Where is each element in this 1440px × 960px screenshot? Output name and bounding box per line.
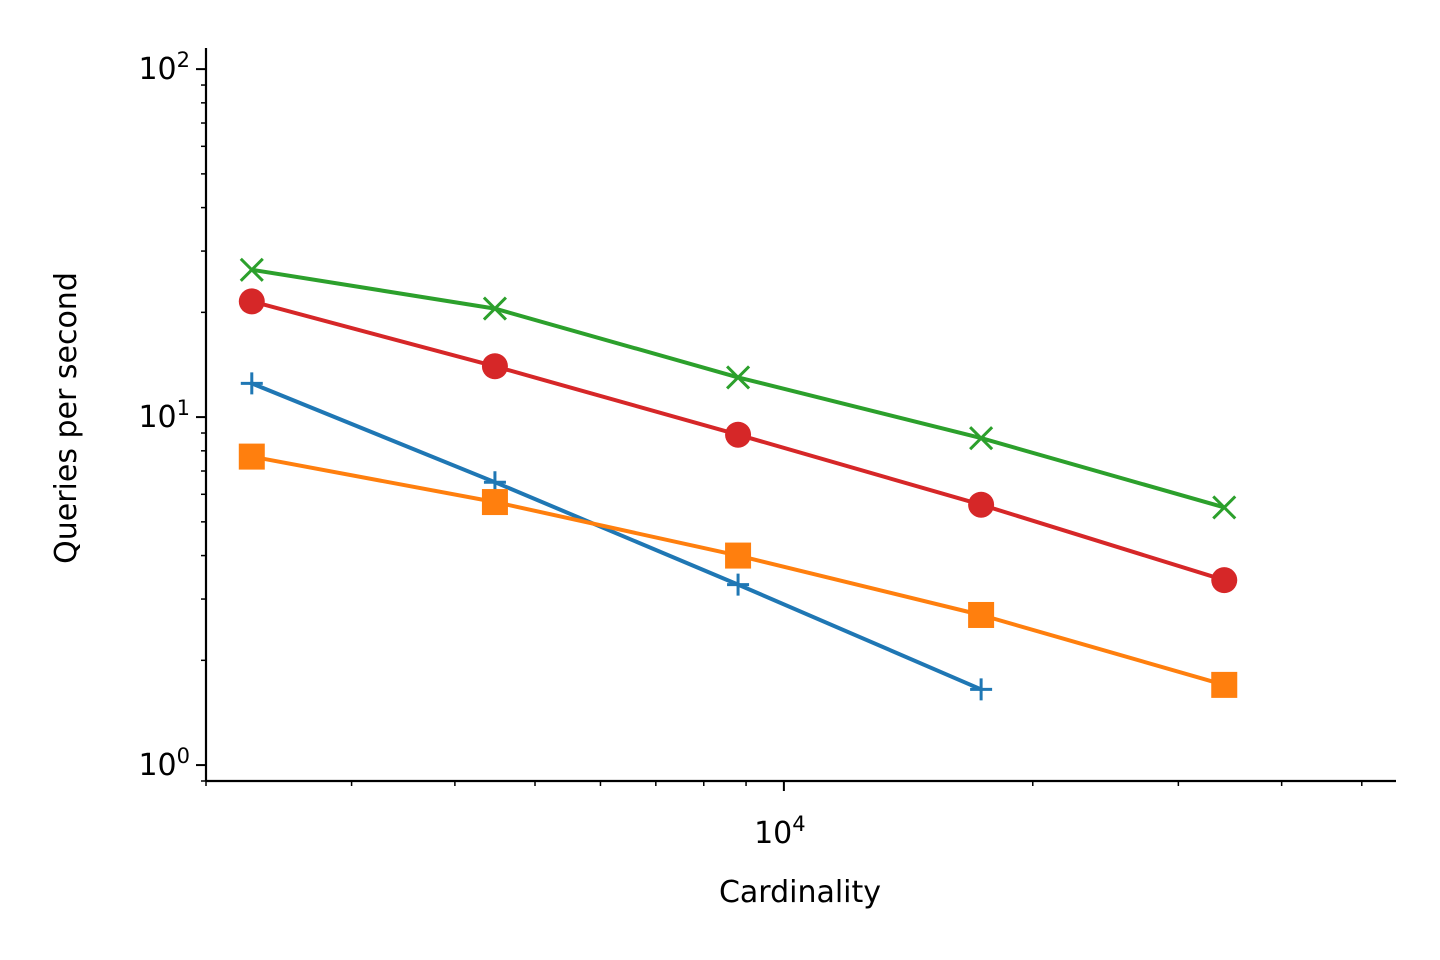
data-point-x	[1212, 495, 1237, 520]
data-point-square	[725, 542, 752, 569]
data-point-square	[238, 443, 265, 470]
data-point-x	[239, 257, 264, 282]
data-point-square	[968, 601, 995, 628]
data-point-x	[482, 296, 507, 321]
series-layer	[238, 257, 1238, 701]
data-point-x	[726, 365, 751, 390]
ticks-layer: 100 101 102 104	[138, 48, 1363, 851]
data-point-plus	[240, 372, 263, 395]
x-axis-label: Cardinality	[719, 875, 881, 910]
data-point-circle	[725, 421, 752, 448]
data-point-plus	[970, 678, 993, 701]
data-point-circle	[238, 288, 265, 315]
y-axis-label: Queries per second	[49, 272, 84, 564]
series-line	[249, 267, 1227, 510]
y-tick-label: 102	[138, 48, 190, 87]
series-1	[240, 372, 993, 701]
series-2	[238, 443, 1238, 698]
data-point-circle	[481, 353, 508, 380]
y-tick-label: 101	[138, 396, 190, 435]
data-point-plus	[727, 573, 750, 596]
data-point-circle	[1211, 567, 1238, 594]
data-point-x	[969, 426, 994, 451]
series-line	[249, 380, 984, 693]
data-point-circle	[968, 491, 995, 518]
series-line	[249, 454, 1227, 688]
y-tick-label: 100	[138, 744, 190, 783]
series-4	[238, 288, 1238, 594]
series-3	[239, 257, 1237, 520]
x-tick-label: 104	[754, 812, 806, 851]
data-point-square	[1211, 671, 1238, 698]
data-point-square	[481, 489, 508, 516]
